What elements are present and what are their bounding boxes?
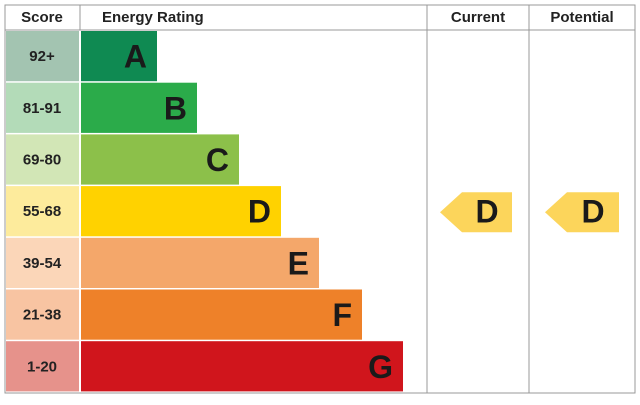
current-rating: D — [475, 194, 498, 230]
score-cell — [6, 134, 79, 185]
rating-letter: A — [124, 39, 147, 75]
current-arrow — [440, 192, 512, 233]
rating-bar — [81, 289, 362, 340]
rating-letter: E — [288, 245, 309, 281]
potential-arrow — [545, 192, 619, 233]
score-label: 69-80 — [23, 151, 61, 168]
header-rating: Energy Rating — [102, 9, 204, 26]
rating-letter: B — [164, 90, 187, 126]
rating-letter: G — [368, 349, 393, 385]
score-cell — [6, 237, 79, 288]
header-potential: Potential — [550, 9, 613, 26]
potential-rating: D — [581, 194, 604, 230]
rating-letter: C — [206, 142, 229, 178]
rating-bar — [81, 134, 239, 185]
score-label: 55-68 — [23, 203, 61, 220]
score-cell — [6, 289, 79, 340]
header-current: Current — [451, 9, 505, 26]
score-cell — [6, 186, 79, 237]
score-label: 92+ — [29, 48, 55, 65]
header-score: Score — [21, 9, 63, 26]
score-cell — [6, 341, 79, 392]
rating-bar — [81, 341, 403, 392]
rating-letter: F — [332, 297, 352, 333]
score-label: 81-91 — [23, 100, 61, 117]
score-cell — [6, 31, 79, 82]
rating-letter: D — [248, 194, 271, 230]
rating-bar — [81, 31, 157, 82]
score-label: 21-38 — [23, 307, 61, 324]
rating-bar — [81, 237, 319, 288]
rating-bar — [81, 186, 281, 237]
rating-bar — [81, 82, 197, 133]
score-label: 1-20 — [27, 358, 57, 375]
score-label: 39-54 — [23, 255, 62, 272]
score-cell — [6, 82, 79, 133]
